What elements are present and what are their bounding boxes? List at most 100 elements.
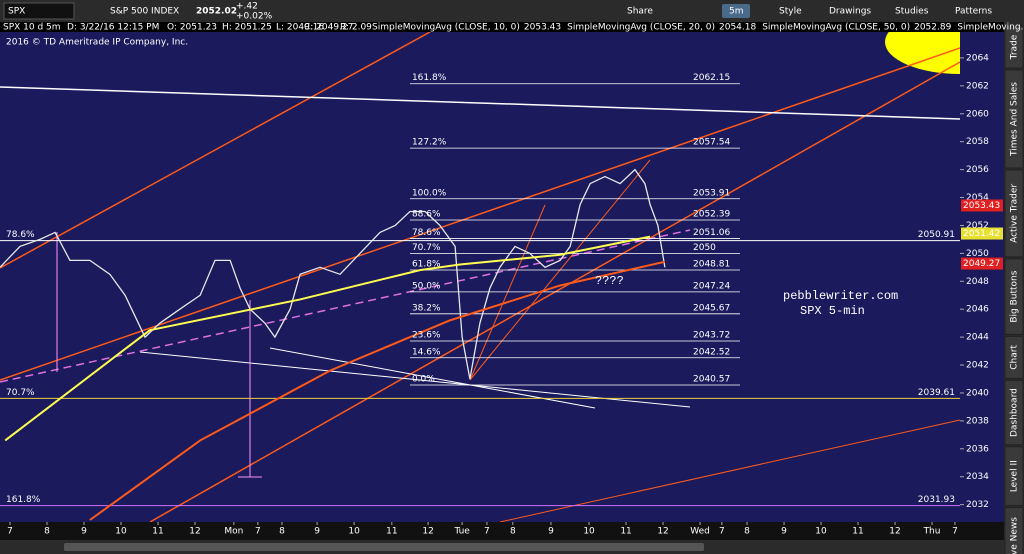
sidebar-tab[interactable] [1004,446,1024,507]
trend-line [499,419,960,522]
study-value: 2053.43 [524,23,561,33]
sidebar-label[interactable]: Chart [1010,345,1020,370]
style-button[interactable]: Style [779,7,802,17]
fib-label: 161.8% [412,73,447,83]
fib-value: 2057.54 [693,138,730,148]
price-tag [961,227,1003,240]
fib-label: 38.2% [412,303,441,313]
fib-value: 2045.67 [693,303,730,313]
info-text: D: 3/22/16 12:15 PM [67,23,159,33]
x-tick-label: 9 [781,527,787,537]
sidebar-label[interactable]: Active Trader [1010,184,1020,243]
x-tick-label: 12 [422,527,433,537]
info-text: SPX 10 d 5m [3,23,61,33]
fib-value: 2043.72 [693,331,730,341]
sidebar: Trade Times And Sales Active Trader Big But… [1004,25,1024,554]
x-tick-label: 12 [657,527,668,537]
last-price: 2052.02 [196,7,237,17]
fib-label: 23.6% [412,331,441,341]
y-tick-label: 2032 [966,500,989,510]
symbol-box[interactable] [3,2,75,20]
y-tick-label: 2048 [966,277,989,287]
annotation: SPX 5-min [800,304,865,318]
sidebar-tab[interactable] [1004,335,1024,379]
y-tick-label: 2058 [966,137,989,147]
fib-value: 2047.24 [693,281,730,291]
y-tick-label: 2052 [966,221,989,231]
interval-box[interactable] [722,4,750,18]
sidebar-label[interactable]: Live News [1010,517,1020,554]
sidebar-label[interactable]: Big Buttons [1010,270,1020,322]
fib-value: 2048.81 [693,259,730,269]
x-tick-label: 12 [889,527,900,537]
sidebar-tab[interactable] [1004,258,1024,335]
y-tick-label: 2034 [966,472,989,482]
study-value: 2054.18 [719,23,756,33]
info-text: H: 2051.25 [222,23,272,33]
share-button[interactable]: Share [627,7,653,17]
study-name: SimpleMovingAvg (CLOSE, 10, 0) [372,23,520,33]
x-tick-label: 10 [115,527,127,537]
study-name: SimpleMoving... [957,23,1024,33]
y-tick-label: 2056 [966,165,989,175]
y-tick-label: 2054 [966,193,989,203]
highlight [885,32,960,74]
x-tick-label: 8 [744,527,750,537]
interval[interactable]: 5m [729,7,744,17]
fib-label: 0.0% [412,375,435,385]
x-tick-label: 11 [152,527,163,537]
price-line [4,235,651,442]
y-tick-label: 2036 [966,444,989,454]
y-tick-label: 2044 [966,333,989,343]
fib-value: 2042.52 [693,347,730,357]
price-axis-bg [960,32,1004,522]
fib-value: 2051.06 [693,228,730,238]
sidebar-tab[interactable] [1004,379,1024,446]
info-bg [0,22,1004,32]
drawings-button[interactable]: Drawings [829,7,871,17]
toolbar-bg [0,0,1024,22]
sidebar-label[interactable]: Trade [1010,34,1020,60]
x-tick-label: 7 [719,527,725,537]
trend-line [0,86,960,120]
info-text: C: 2049.27 [304,23,353,33]
y-tick-label: 2042 [966,361,989,371]
fib-label: 127.2% [412,138,447,148]
patterns-button[interactable]: Patterns [955,7,992,17]
scroll-thumb[interactable] [64,543,704,551]
symbol[interactable]: SPX [8,7,25,17]
price-tag [961,199,1003,212]
sidebar-label[interactable]: Level II [1010,460,1020,492]
level-value: 2039.61 [918,388,955,398]
x-tick-label: 10 [815,527,827,537]
studies-button[interactable]: Studies [895,7,929,17]
sidebar-tab[interactable] [1004,169,1024,258]
symbol-name: S&P 500 INDEX [110,7,179,17]
plot-bg [0,32,960,522]
level-value: 2031.93 [918,495,955,505]
price-line [0,168,666,380]
x-tick-label: Thu [923,527,941,537]
sidebar-tab[interactable] [1004,69,1024,169]
level-value: 2050.91 [918,230,955,240]
price-tag [961,257,1003,270]
fib-value: 2053.91 [693,188,730,198]
fib-value: 2052.39 [693,209,730,219]
y-tick-label: 2064 [966,53,989,63]
y-tick-label: 2046 [966,305,989,315]
fib-label: 88.6% [412,209,441,219]
sidebar-label[interactable]: Dashboard [1010,388,1020,437]
trend-line [0,47,960,381]
sidebar-label[interactable]: Times And Sales [1010,82,1020,157]
price-line [89,260,666,521]
x-tick-label: 8 [279,527,285,537]
x-tick-label: 9 [81,527,87,537]
fib-label: 61.8% [412,259,441,269]
sidebar-tab[interactable] [1004,25,1024,69]
x-tick-label: 12 [189,527,200,537]
level-label: 70.7% [6,388,35,398]
price-tag-label: 2051.42 [963,229,1000,239]
level-label: 78.6% [6,230,35,240]
sidebar-tab[interactable] [1004,507,1024,554]
